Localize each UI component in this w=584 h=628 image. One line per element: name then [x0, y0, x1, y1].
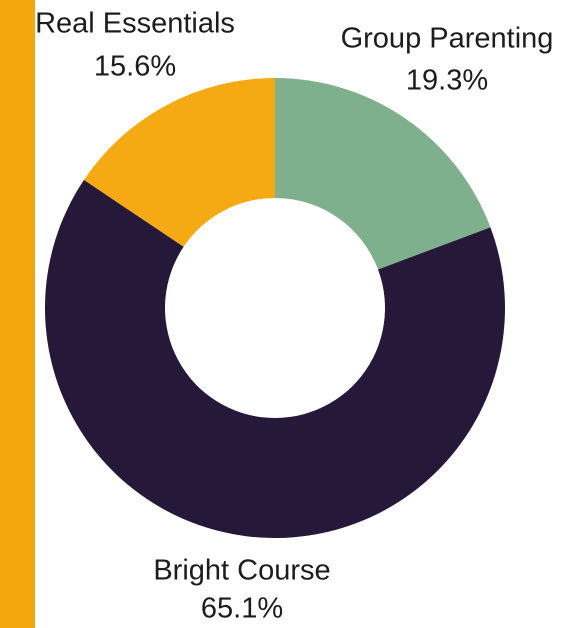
slice-label: Real Essentials	[35, 8, 235, 40]
donut-slice	[44, 179, 506, 538]
side-bar	[0, 0, 35, 628]
slice-label: Bright Course	[153, 555, 330, 587]
slice-value-label: 15.6%	[94, 51, 176, 83]
slice-label: Group Parenting	[341, 23, 554, 55]
slice-value-label: 19.3%	[406, 65, 488, 97]
donut-slice	[83, 78, 275, 247]
slice-value-label: 65.1%	[201, 593, 283, 625]
donut-slice	[275, 78, 491, 270]
